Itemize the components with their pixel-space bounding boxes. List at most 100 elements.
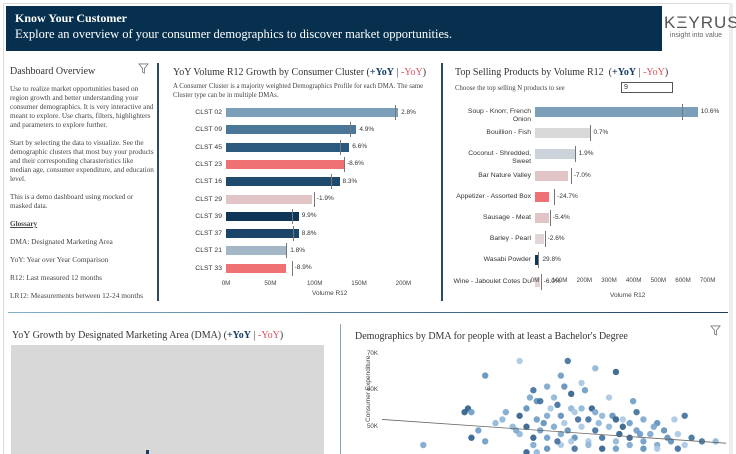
scatter-point[interactable] <box>626 419 633 427</box>
bar[interactable] <box>226 263 287 273</box>
bar[interactable] <box>535 128 591 139</box>
scatter-point[interactable] <box>612 416 620 423</box>
scatter-point[interactable] <box>502 408 510 416</box>
scatter-point[interactable] <box>564 357 571 365</box>
scatter-point[interactable] <box>592 427 599 434</box>
scatter-point[interactable] <box>543 445 551 452</box>
scatter-point[interactable] <box>595 419 602 427</box>
scatter-point[interactable] <box>526 394 534 401</box>
bar[interactable] <box>226 108 399 117</box>
map-marker[interactable] <box>146 450 149 454</box>
scatter-point[interactable] <box>543 434 551 441</box>
scatter-point[interactable] <box>554 438 561 445</box>
vertical-scrollbar[interactable] <box>729 3 733 454</box>
scatter-point[interactable] <box>523 405 530 412</box>
scatter-point[interactable] <box>660 427 668 434</box>
scatter-point[interactable] <box>681 412 688 419</box>
bar[interactable] <box>535 149 576 160</box>
scatter-point[interactable] <box>543 412 551 419</box>
bar[interactable] <box>226 246 288 256</box>
scatter-point[interactable] <box>547 405 554 412</box>
scatter-point[interactable] <box>557 430 565 438</box>
scatter-point[interactable] <box>571 408 578 416</box>
scatter-point[interactable] <box>499 416 506 423</box>
scatter-point[interactable] <box>550 394 558 401</box>
bar[interactable] <box>226 194 313 204</box>
scatter-point[interactable] <box>585 441 592 449</box>
scatter-point[interactable] <box>537 397 544 405</box>
scatter-point[interactable] <box>712 438 719 445</box>
bar[interactable] <box>535 255 540 266</box>
scatter-point[interactable] <box>482 438 489 445</box>
bar[interactable] <box>226 177 340 187</box>
scatter-point[interactable] <box>578 379 585 387</box>
scatter-point[interactable] <box>592 365 599 372</box>
scatter-point[interactable] <box>640 445 647 452</box>
scatter-point[interactable] <box>581 387 589 394</box>
scatter-point[interactable] <box>629 397 637 405</box>
scatter-point[interactable] <box>688 434 695 441</box>
filter-icon[interactable] <box>138 63 149 74</box>
scatter-point[interactable] <box>640 416 647 423</box>
scatter-point[interactable] <box>612 368 620 376</box>
scatter-point[interactable] <box>523 423 530 430</box>
bar[interactable] <box>535 234 545 245</box>
scatter-point[interactable] <box>674 430 682 438</box>
bar[interactable] <box>226 229 299 239</box>
scatter-point[interactable] <box>578 405 585 412</box>
scatter-point[interactable] <box>530 387 537 394</box>
scatter-point[interactable] <box>468 408 475 416</box>
scatter-point[interactable] <box>633 408 640 416</box>
scatter-point[interactable] <box>482 372 489 379</box>
scatter-point[interactable] <box>636 430 644 438</box>
scatter-point[interactable] <box>598 445 606 452</box>
scatter-point[interactable] <box>605 423 613 430</box>
bar[interactable] <box>226 159 344 169</box>
scatter-point[interactable] <box>516 357 523 365</box>
bar[interactable] <box>535 213 550 223</box>
scatter-point[interactable] <box>554 401 561 409</box>
scatter-point[interactable] <box>461 408 468 416</box>
scatter-point[interactable] <box>574 416 582 423</box>
scatter-point[interactable] <box>654 445 661 452</box>
scatter-point[interactable] <box>674 445 682 452</box>
scatter-point[interactable] <box>557 372 565 379</box>
bar[interactable] <box>535 170 569 181</box>
scatter-point[interactable] <box>585 416 592 423</box>
bar[interactable] <box>226 142 350 152</box>
bar[interactable] <box>226 211 299 221</box>
scatter-point[interactable] <box>561 419 568 427</box>
scatter-point[interactable] <box>619 423 626 430</box>
scatter-point[interactable] <box>468 434 475 441</box>
scatter-point[interactable] <box>647 430 654 438</box>
scatter-point[interactable] <box>626 434 633 441</box>
scatter-point[interactable] <box>571 445 578 452</box>
scatter-point[interactable] <box>568 390 575 398</box>
scatter-point[interactable] <box>523 449 530 454</box>
scatter-point[interactable] <box>626 441 633 449</box>
scatter-point[interactable] <box>592 408 599 416</box>
scatter-point[interactable] <box>568 438 575 445</box>
scatter-point[interactable] <box>530 434 537 441</box>
scatter-point[interactable] <box>516 412 523 419</box>
scatter-point[interactable] <box>550 423 558 430</box>
scatter-point[interactable] <box>612 445 620 452</box>
bar[interactable] <box>535 107 698 117</box>
scatter-point[interactable] <box>640 438 647 445</box>
scatter-point[interactable] <box>598 434 606 441</box>
scatter-point[interactable] <box>605 394 613 401</box>
scatter-point[interactable] <box>619 416 626 423</box>
scatter-point[interactable] <box>671 416 678 423</box>
scatter-point[interactable] <box>578 423 585 430</box>
scatter-point[interactable] <box>612 438 620 445</box>
scatter-point[interactable] <box>492 419 499 427</box>
scatter-point[interactable] <box>530 441 537 449</box>
scatter-point[interactable] <box>598 412 606 419</box>
scatter-plot[interactable] <box>382 348 726 454</box>
dma-map[interactable] <box>11 345 324 454</box>
filter-icon[interactable] <box>710 325 721 336</box>
scatter-point[interactable] <box>561 383 568 390</box>
scatter-point[interactable] <box>533 449 540 454</box>
scatter-point[interactable] <box>475 427 482 434</box>
scatter-point[interactable] <box>540 419 547 427</box>
